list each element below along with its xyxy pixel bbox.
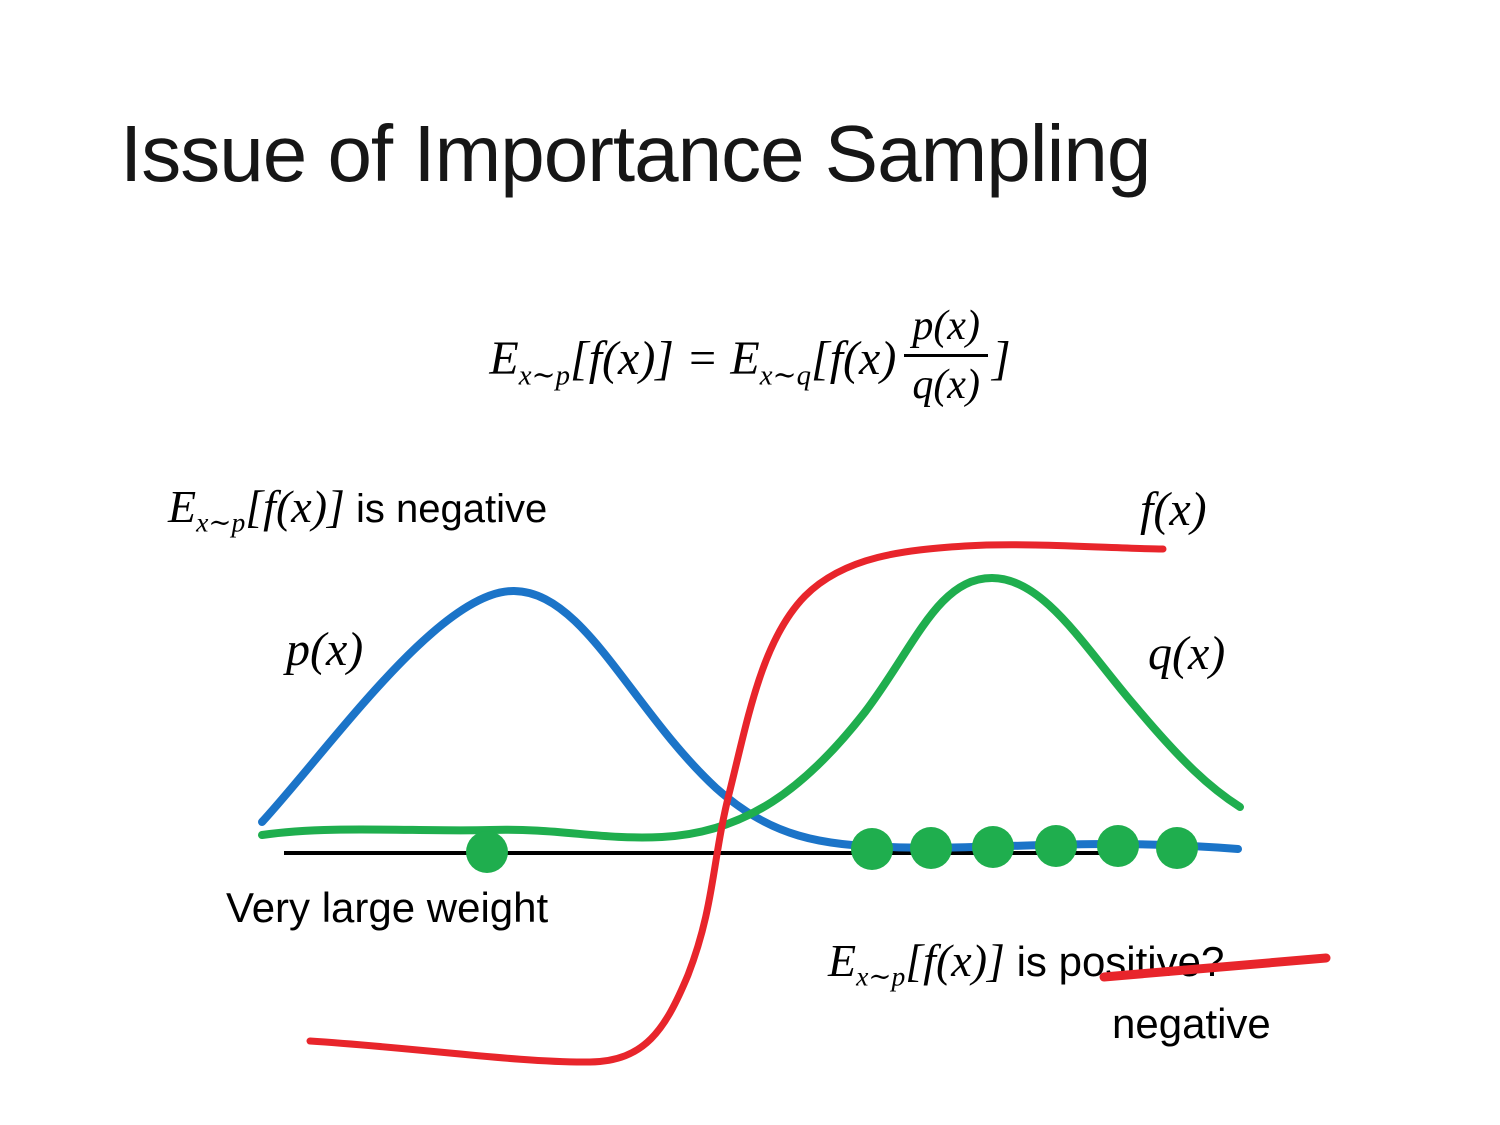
left-exp-rest: [f(x)] <box>245 481 345 532</box>
bottom-exp-rest: [f(x)] <box>905 935 1005 986</box>
expectation-negative-label: Ex∼p[f(x)] is negative <box>168 480 547 539</box>
sample-dot <box>910 827 952 869</box>
sample-dots <box>466 825 1198 873</box>
very-large-weight-note: Very large weight <box>226 884 549 931</box>
formula-segment-2: [f(x) <box>811 332 897 386</box>
p-curve-label: p(x) <box>286 623 364 676</box>
formula-expectation-E2: E <box>730 332 760 386</box>
formula-subscript-xq: x∼q <box>759 359 812 392</box>
sample-dot <box>1097 825 1139 867</box>
formula-expectation-E1: E <box>489 332 519 386</box>
bottom-exp-E: E <box>828 935 857 986</box>
expectation-positive-label: Ex∼p[f(x)] is positive? <box>828 934 1224 993</box>
fraction-numerator: p(x) <box>904 302 988 357</box>
left-exp-E: E <box>168 481 197 532</box>
formula-segment-1: [f(x)] = <box>570 332 731 386</box>
bottom-exp-is: is <box>1004 938 1059 985</box>
sample-dot <box>1035 825 1077 867</box>
formula-closing-bracket: ] <box>991 332 1011 386</box>
fraction-px-over-qx: p(x) q(x) <box>904 302 988 409</box>
corrected-word-negative: negative <box>1112 1000 1271 1047</box>
f-curve-label: f(x) <box>1140 483 1207 536</box>
left-exp-subscript: x∼p <box>196 506 246 538</box>
q-curve-label: q(x) <box>1148 627 1226 680</box>
sample-dot <box>466 831 508 873</box>
fraction-denominator: q(x) <box>912 362 980 408</box>
slide-title: Issue of Importance Sampling <box>120 109 1151 198</box>
sample-dot <box>851 828 893 870</box>
importance-sampling-formula: Ex∼p[f(x)] = Ex∼q[f(x) p(x) q(x)] <box>0 303 1500 415</box>
sample-dot <box>1156 827 1198 869</box>
q-distribution-curve <box>258 573 1244 842</box>
left-exp-suffix: is negative <box>344 487 548 531</box>
sample-dot <box>972 826 1014 868</box>
bottom-exp-subscript: x∼p <box>856 960 906 992</box>
formula-subscript-xp: x∼p <box>518 359 571 392</box>
struck-word-positive: positive? <box>1058 938 1225 985</box>
p-distribution-curve <box>258 586 1242 853</box>
